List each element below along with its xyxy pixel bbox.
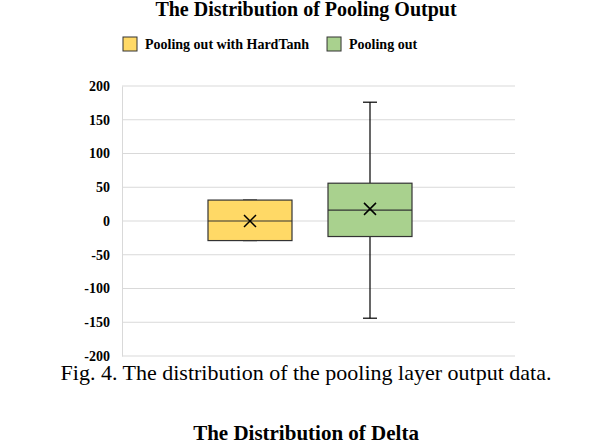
tick-label: 100 [89,146,110,161]
grid-line [122,254,515,255]
tick: -150 [84,315,122,330]
legend-swatch [327,37,341,51]
tick: 50 [96,180,122,195]
grid-line [122,86,515,87]
box-body [328,183,412,236]
tick-label: 200 [89,79,110,94]
legend: Pooling out with HardTanh Pooling out [123,37,417,52]
tick-label: 0 [103,214,110,229]
grid-line [122,187,515,188]
caption: Fig. 4. The distribution of the pooling … [61,360,552,385]
boxes [208,102,412,318]
box [328,102,412,318]
box-body [208,200,292,241]
y-axis: -200-150-100-50050100150200 [84,79,122,364]
grid-line [122,288,515,289]
tick-label: -150 [84,315,110,330]
grid-line [122,153,515,154]
whisker-cap [363,318,377,319]
tick-label: 50 [96,180,110,195]
tick: 150 [89,113,122,128]
mean-marker [364,203,376,215]
tick: -100 [84,281,122,296]
tick: 200 [89,79,122,94]
whisker-cap [363,102,377,103]
grid-line [122,322,515,323]
axis-line [122,87,123,357]
tick-label: 150 [89,113,110,128]
tick-label: -50 [91,248,110,263]
tick: 100 [89,146,122,161]
legend-label: Pooling out with HardTanh [145,37,309,52]
grid [122,86,515,356]
grid-line [122,356,515,357]
tick: -50 [91,248,122,263]
legend-label: Pooling out [349,37,417,52]
whisker [369,237,370,319]
box [208,200,292,241]
chart: The Distribution of Pooling Output-200-1… [0,0,612,448]
grid-line [122,119,515,120]
section-heading: The Distribution of Delta [193,421,419,445]
legend-swatch [123,37,137,51]
whisker [369,102,370,183]
mean-marker [244,215,256,227]
grid-line [122,221,515,222]
tick: 0 [103,214,122,229]
title: The Distribution of Pooling Output [155,0,457,21]
tick-label: -100 [84,281,110,296]
